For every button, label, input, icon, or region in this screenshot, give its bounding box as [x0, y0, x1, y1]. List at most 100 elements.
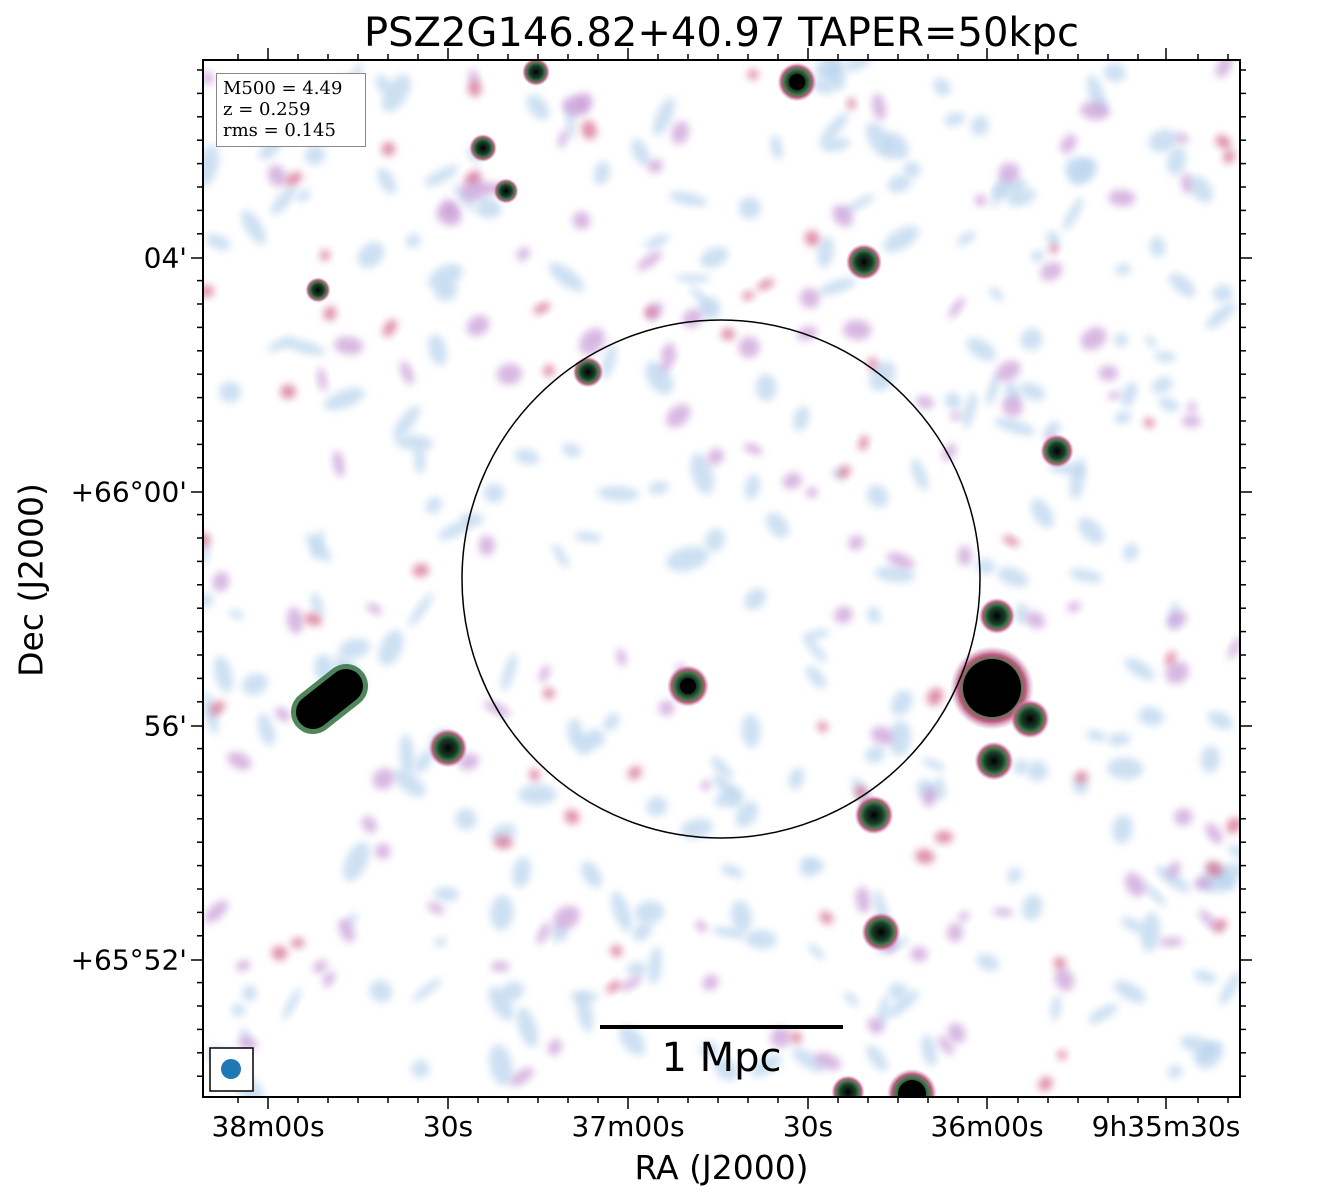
noise-patch	[1062, 197, 1084, 231]
noise-patch	[267, 164, 287, 187]
y-tick-label: 04'	[143, 241, 187, 275]
noise-patch	[832, 204, 854, 227]
noise-knot	[271, 945, 288, 961]
noise-patch	[490, 895, 514, 931]
noise-patch	[1168, 272, 1196, 298]
noise-patch	[1159, 937, 1184, 947]
noise-patch	[814, 60, 844, 82]
noise-patch	[547, 1039, 563, 1056]
noise-patch	[948, 297, 966, 319]
noise-patch	[675, 274, 711, 283]
noise-patch	[883, 225, 919, 253]
noise-knot	[1223, 149, 1236, 164]
noise-patch	[286, 607, 304, 634]
noise-patch	[1186, 402, 1197, 413]
noise-knot	[1003, 535, 1019, 547]
noise-patch	[579, 328, 606, 355]
point-source	[428, 728, 468, 768]
noise-knot	[817, 721, 829, 733]
noise-knot	[285, 171, 303, 186]
x-tick-label: 9h35m30s	[1091, 1110, 1241, 1143]
noise-patch	[204, 900, 229, 924]
noise-patch	[433, 886, 459, 902]
noise-knot	[1205, 860, 1223, 877]
noise-patch	[903, 161, 921, 179]
figure-title: PSZ2G146.82+40.97 TAPER=50kpc	[364, 10, 1079, 56]
noise-knot	[804, 230, 820, 247]
noise-patch	[374, 843, 391, 860]
noise-patch	[956, 231, 976, 247]
noise-patch	[944, 392, 962, 411]
point-source	[854, 795, 894, 835]
noise-patch	[648, 481, 669, 495]
point-source	[469, 134, 497, 162]
noise-patch	[1060, 134, 1077, 154]
noise-patch	[933, 78, 951, 96]
noise-patch	[803, 629, 830, 641]
noise-patch	[369, 980, 393, 1003]
noise-patch	[658, 700, 675, 716]
noise-patch	[411, 1059, 430, 1078]
noise-knot	[1038, 1076, 1053, 1092]
noise-patch	[548, 262, 585, 292]
point-source	[974, 741, 1014, 781]
noise-patch	[400, 361, 414, 385]
noise-patch	[393, 405, 421, 439]
noise-patch	[994, 417, 1036, 436]
noise-patch	[597, 486, 640, 502]
noise-patch	[695, 920, 707, 933]
noise-knot	[914, 849, 935, 864]
noise-patch	[496, 363, 523, 385]
noise-knot	[627, 766, 642, 780]
noise-knot	[1143, 417, 1155, 428]
noise-knot	[465, 170, 481, 184]
noise-patch	[1025, 611, 1046, 629]
noise-knot	[529, 768, 540, 781]
noise-knot	[747, 69, 759, 80]
noise-patch	[770, 1026, 792, 1048]
noise-patch	[620, 976, 642, 992]
noise-patch	[338, 918, 355, 943]
noise-patch	[646, 796, 668, 817]
noise-patch	[611, 891, 632, 932]
noise-patch	[460, 512, 484, 526]
noise-patch	[238, 1036, 258, 1051]
noise-patch	[538, 664, 551, 683]
noise-knot	[280, 384, 297, 399]
noise-patch	[1015, 602, 1028, 625]
noise-patch	[1007, 868, 1023, 883]
noise-knot	[1074, 771, 1088, 784]
noise-patch	[886, 990, 920, 1019]
x-tick-label: 30s	[782, 1110, 834, 1143]
point-source	[1010, 699, 1050, 739]
noise-knot	[203, 285, 215, 298]
noise-patch	[1113, 980, 1146, 1004]
noise-patch	[478, 535, 495, 556]
noise-patch	[799, 288, 820, 309]
y-tick-label: 56'	[143, 709, 187, 743]
noise-patch	[690, 453, 714, 495]
noise-patch	[792, 1048, 825, 1073]
point-source	[305, 277, 331, 303]
noise-patch	[1165, 661, 1189, 684]
noise-patch	[707, 448, 724, 465]
noise-patch	[586, 728, 606, 748]
noise-patch	[310, 592, 324, 617]
noise-patch	[833, 606, 853, 624]
noise-patch	[536, 921, 551, 945]
axis-ticks	[191, 48, 1252, 1109]
point-source	[493, 178, 519, 204]
noise-patch	[357, 242, 385, 268]
noise-patch	[393, 769, 426, 798]
noise-patch	[1030, 498, 1054, 528]
noise-patch	[1026, 760, 1048, 782]
noise-patch	[1205, 822, 1223, 844]
noise-patch	[570, 990, 599, 1003]
noise-knot	[934, 830, 954, 844]
noise-patch	[1158, 396, 1180, 412]
noise-patch	[637, 251, 663, 271]
noise-patch	[666, 404, 691, 428]
noise-patch	[212, 571, 230, 592]
y-tick-label: +65°52'	[70, 943, 187, 977]
noise-patch	[648, 946, 662, 985]
